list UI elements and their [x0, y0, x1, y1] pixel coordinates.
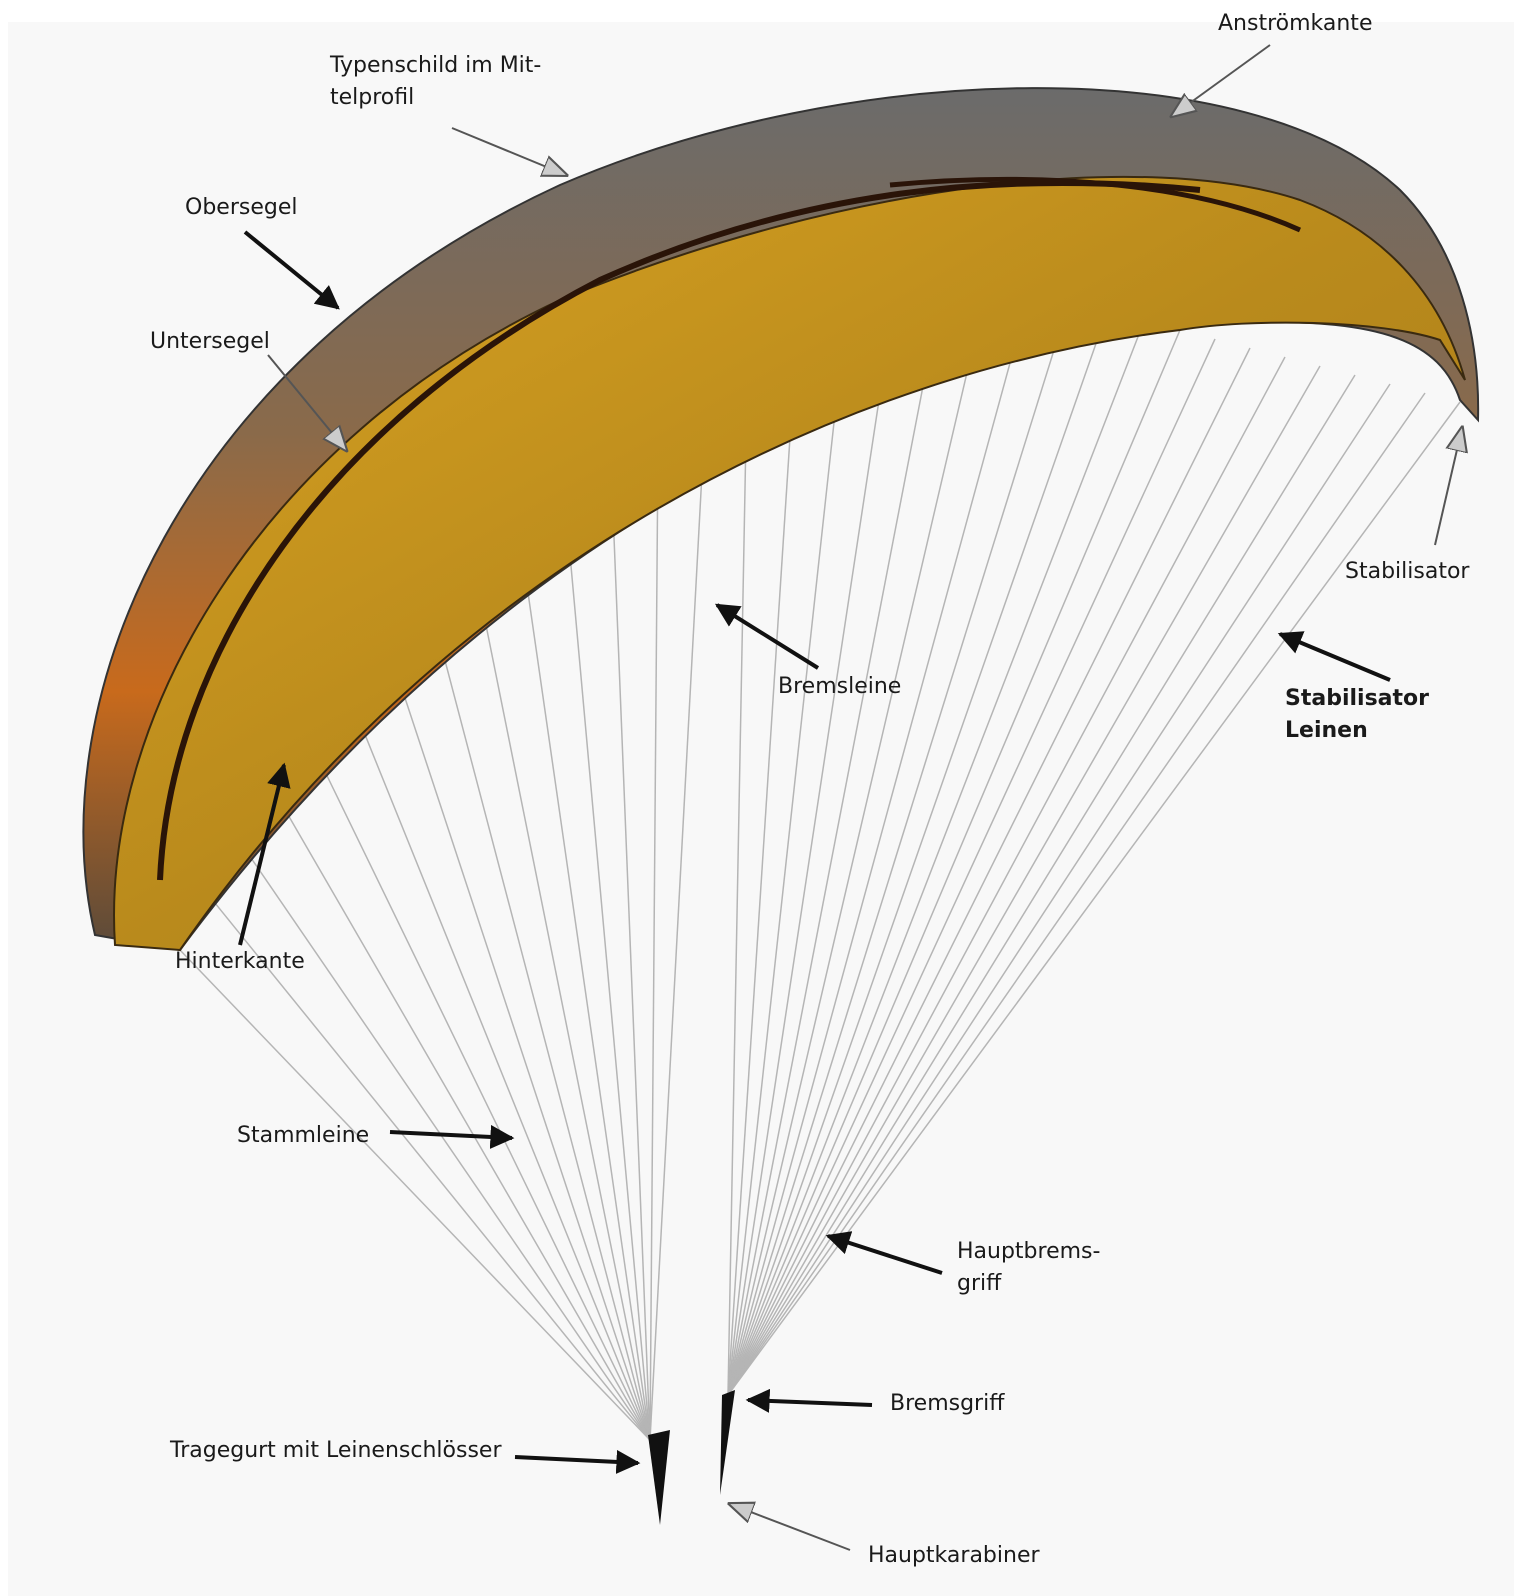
diagram: Anströmkante Typenschild im Mit- telprof… — [0, 0, 1522, 1596]
label: telprofil — [330, 85, 414, 110]
label: Bremsleine — [778, 674, 901, 699]
label: Tragegurt mit Leinenschlösser — [169, 1438, 502, 1463]
label: Hauptkarabiner — [868, 1543, 1040, 1568]
label: Hinterkante — [175, 949, 305, 974]
label: Stabilisator — [1345, 559, 1470, 584]
label: Hauptbrems- — [957, 1239, 1100, 1264]
label: Untersegel — [150, 329, 270, 354]
label: griff — [957, 1271, 1002, 1296]
label: Stabilisator — [1285, 686, 1429, 711]
label: Anströmkante — [1218, 11, 1372, 36]
label: Typenschild im Mit- — [329, 53, 541, 78]
label: Stammleine — [237, 1123, 369, 1148]
label: Leinen — [1285, 718, 1368, 743]
label: Obersegel — [185, 195, 297, 220]
label: Bremsgriff — [890, 1391, 1005, 1416]
